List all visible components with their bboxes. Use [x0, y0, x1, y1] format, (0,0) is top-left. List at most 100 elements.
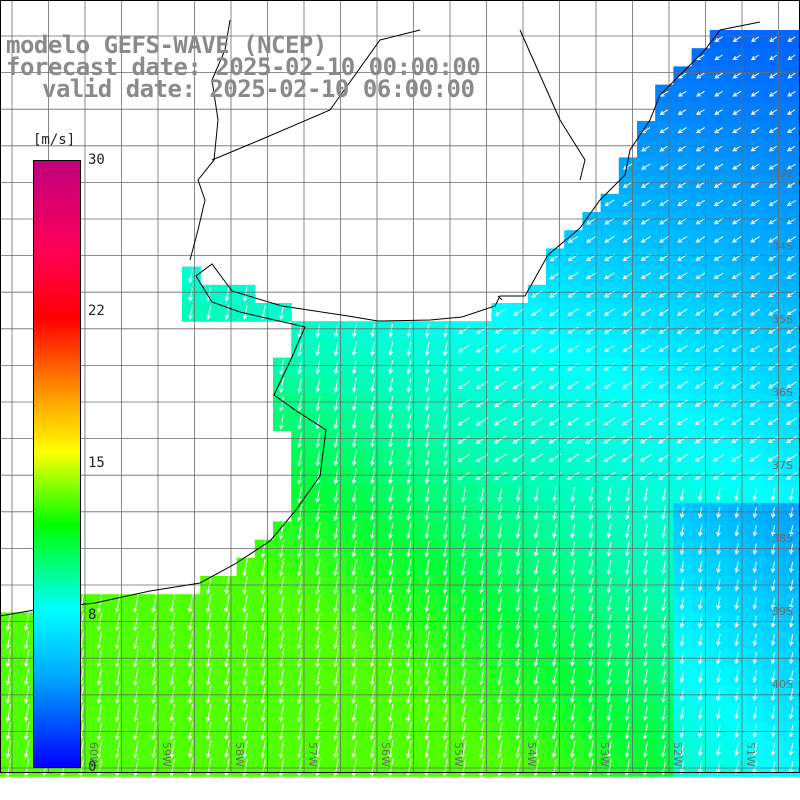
wind-arrow [494, 362, 507, 371]
wind-arrow [442, 396, 448, 411]
wind-arrow [768, 127, 778, 134]
wind-arrow [731, 345, 743, 353]
wind-arrow [224, 685, 230, 704]
lon-label: 51W [744, 742, 757, 767]
wind-arrow [732, 181, 742, 188]
wind-arrow [676, 417, 688, 426]
wind-arrow [679, 742, 685, 757]
wind-arrow [388, 450, 394, 466]
wind-arrow [585, 381, 598, 389]
wind-arrow [752, 724, 758, 738]
wind-arrow [457, 417, 471, 426]
wind-arrow [388, 396, 394, 412]
wind-arrow [786, 145, 796, 152]
wind-arrow [460, 667, 467, 686]
wind-arrow [732, 163, 742, 170]
wind-arrow [278, 740, 285, 759]
wind-arrow [424, 396, 430, 411]
wind-arrow [551, 668, 558, 686]
wind-arrow [5, 703, 12, 723]
wind-arrow [387, 667, 394, 686]
wind-arrow [351, 432, 357, 448]
wind-arrow [457, 362, 470, 371]
wind-arrow [713, 326, 724, 334]
wind-arrow [351, 396, 357, 412]
wind-arrow [606, 632, 612, 649]
wind-arrow [333, 558, 339, 577]
wind-arrow [333, 450, 339, 467]
wind-arrow [133, 685, 139, 704]
wind-arrow [296, 740, 303, 759]
wind-arrow [566, 453, 580, 462]
wind-arrow [333, 377, 339, 393]
wind-arrow [315, 685, 321, 704]
wind-arrow [716, 633, 721, 647]
wind-arrow [677, 127, 687, 134]
wind-arrow [604, 199, 615, 207]
wind-arrow [676, 435, 688, 444]
wind-arrow [585, 344, 597, 353]
wind-arrow [242, 722, 248, 741]
wind-arrow [369, 522, 376, 540]
wind-arrow [734, 597, 739, 610]
wind-arrow [388, 468, 394, 485]
wind-arrow [697, 688, 703, 702]
wind-arrow [785, 435, 797, 444]
wind-arrow [716, 597, 721, 610]
wind-arrow [442, 631, 448, 649]
wind-arrow [752, 507, 758, 519]
wind-arrow [606, 668, 612, 685]
wind-arrow [370, 414, 375, 430]
wind-arrow [479, 559, 485, 576]
wind-arrow [588, 668, 594, 685]
wind-arrow [479, 703, 485, 723]
wind-arrow [548, 381, 561, 389]
wind-arrow [621, 363, 634, 371]
wind-arrow [369, 594, 376, 613]
wind-arrow [658, 326, 670, 334]
wind-arrow [457, 435, 471, 444]
wind-arrow [661, 741, 667, 758]
wind-arrow [603, 471, 616, 481]
wind-arrow [515, 559, 521, 576]
wind-arrow [694, 363, 706, 371]
wind-arrow [640, 344, 652, 353]
wind-arrow [643, 632, 648, 648]
wind-arrow [624, 704, 630, 722]
wind-arrow [296, 631, 303, 650]
wind-arrow [351, 359, 357, 375]
wind-arrow [697, 561, 703, 574]
wind-arrow [224, 631, 230, 650]
wind-arrow [734, 706, 739, 720]
wind-arrow [530, 417, 543, 426]
wind-arrow [530, 399, 543, 408]
wind-arrow [624, 668, 630, 685]
wind-arrow [96, 703, 103, 723]
wind-arrow [588, 632, 594, 649]
wind-arrow [697, 742, 703, 757]
wind-arrow [187, 631, 194, 650]
wind-arrow [297, 558, 303, 577]
wind-arrow [732, 127, 742, 134]
wind-arrow [640, 308, 652, 316]
wind-arrow [151, 594, 157, 613]
wind-arrow [676, 308, 688, 316]
wind-arrow [786, 181, 796, 188]
wind-arrow [622, 181, 633, 188]
wind-arrow [770, 561, 776, 574]
wind-arrow [133, 703, 139, 723]
wind-arrow [351, 667, 357, 686]
wind-arrow [497, 631, 503, 649]
wind-arrow [424, 360, 430, 375]
wind-arrow [476, 326, 488, 335]
wind-arrow [677, 90, 687, 97]
wind-arrow [695, 236, 706, 243]
wind-arrow [460, 631, 467, 649]
wind-arrow [406, 378, 412, 393]
wind-arrow [750, 109, 760, 115]
wind-arrow [224, 722, 230, 741]
wind-arrow [731, 326, 742, 334]
wind-arrow [297, 377, 303, 394]
lon-label: 52W [671, 742, 684, 767]
wind-arrow [548, 399, 561, 408]
